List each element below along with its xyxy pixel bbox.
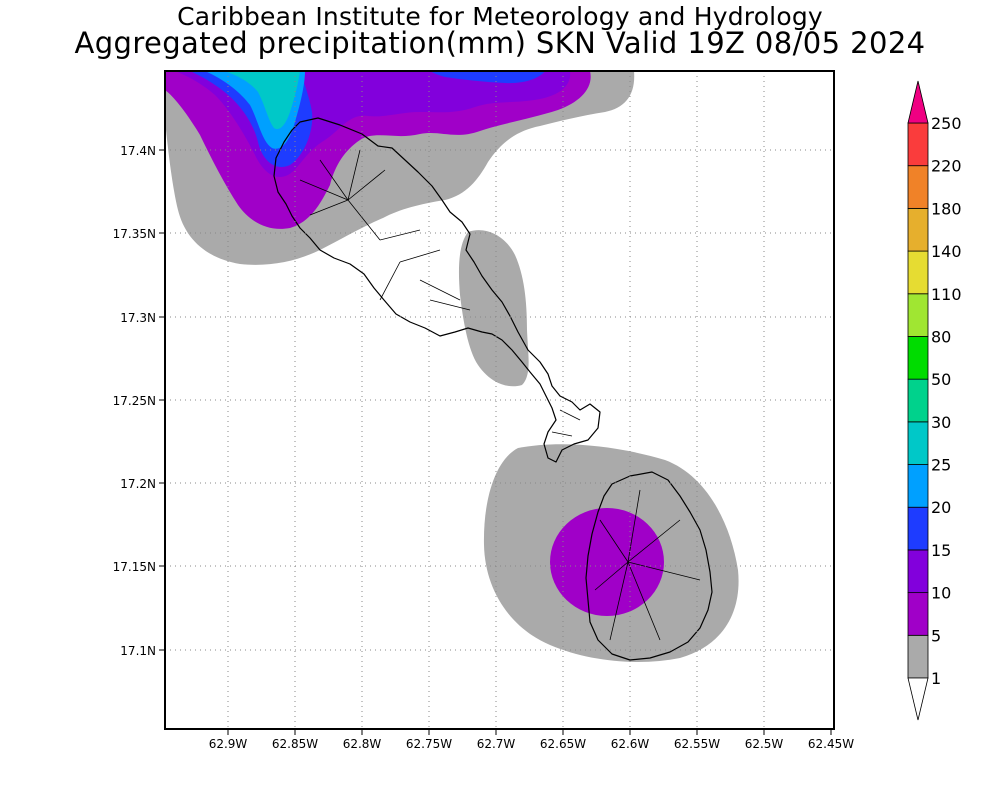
precip-area-5mm-south: [550, 508, 664, 616]
colorbar-label: 30: [931, 413, 951, 432]
x-tick-label: 62.7W: [477, 737, 516, 751]
colorbar-label: 50: [931, 370, 951, 389]
colorbar-min-triangle: [907, 677, 929, 721]
colorbar-swatch: [907, 378, 929, 423]
chart-subtitle: Aggregated precipitation(mm) SKN Valid 1…: [74, 26, 926, 60]
precip-area-25mm-north: [225, 71, 300, 130]
x-tick-label: 62.9W: [209, 737, 248, 751]
tick-marks: [159, 149, 832, 735]
x-tick-label: 62.8W: [343, 737, 382, 751]
colorbar-label: 25: [931, 456, 951, 475]
colorbar-swatch: [907, 293, 929, 337]
y-tick-label: 17.1N: [120, 644, 156, 658]
st-kitts-outline: [273, 117, 601, 463]
colorbar-label: 140: [931, 242, 962, 261]
colorbar-label: 10: [931, 584, 951, 603]
chart-title: Caribbean Institute for Meteorology and …: [177, 2, 823, 31]
x-tick-label: 62.75W: [406, 737, 452, 751]
colorbar-label: 20: [931, 498, 951, 517]
colorbar-label: 220: [931, 157, 962, 176]
precipitation-field: [165, 71, 739, 662]
x-axis-labels: 62.9W 62.85W 62.8W 62.75W 62.7W 62.65W 6…: [209, 737, 855, 751]
precip-area-1mm-central: [458, 230, 529, 387]
colorbar-swatch: [907, 165, 929, 209]
y-tick-label: 17.4N: [120, 144, 156, 158]
y-tick-label: 17.15N: [113, 560, 156, 574]
colorbar-label: 1: [931, 669, 941, 688]
x-tick-label: 62.85W: [272, 737, 318, 751]
colorbar-label: 15: [931, 541, 951, 560]
colorbar-label: 5: [931, 626, 941, 645]
colorbar-swatch: [907, 464, 929, 508]
colorbar-swatch: [907, 250, 929, 295]
colorbar-swatch: [907, 592, 929, 636]
colorbar-max-triangle: [907, 80, 929, 124]
colorbar-label: 80: [931, 327, 951, 346]
colorbar-swatch: [907, 336, 929, 380]
y-axis-labels: 17.4N 17.35N 17.3N 17.25N 17.2N 17.15N 1…: [113, 144, 156, 658]
colorbar-swatch: [907, 421, 929, 465]
colorbar-label: 250: [931, 114, 962, 133]
colorbar-swatch: [907, 207, 929, 252]
y-tick-label: 17.35N: [113, 227, 156, 241]
colorbar-swatch: [907, 506, 929, 551]
y-tick-label: 17.2N: [120, 477, 156, 491]
colorbar-label: 180: [931, 199, 962, 218]
colorbar-swatch: [907, 122, 929, 167]
y-tick-label: 17.3N: [120, 311, 156, 325]
x-tick-label: 62.5W: [745, 737, 784, 751]
nevis-outline: [585, 471, 713, 661]
colorbar-label: 110: [931, 285, 962, 304]
x-tick-label: 62.45W: [808, 737, 854, 751]
x-tick-label: 62.65W: [540, 737, 586, 751]
x-tick-label: 62.6W: [611, 737, 650, 751]
island-outlines: [273, 117, 713, 661]
x-tick-label: 62.55W: [674, 737, 720, 751]
colorbar-swatch: [907, 634, 929, 679]
colorbar-swatch: [907, 549, 929, 594]
y-tick-label: 17.25N: [113, 394, 156, 408]
